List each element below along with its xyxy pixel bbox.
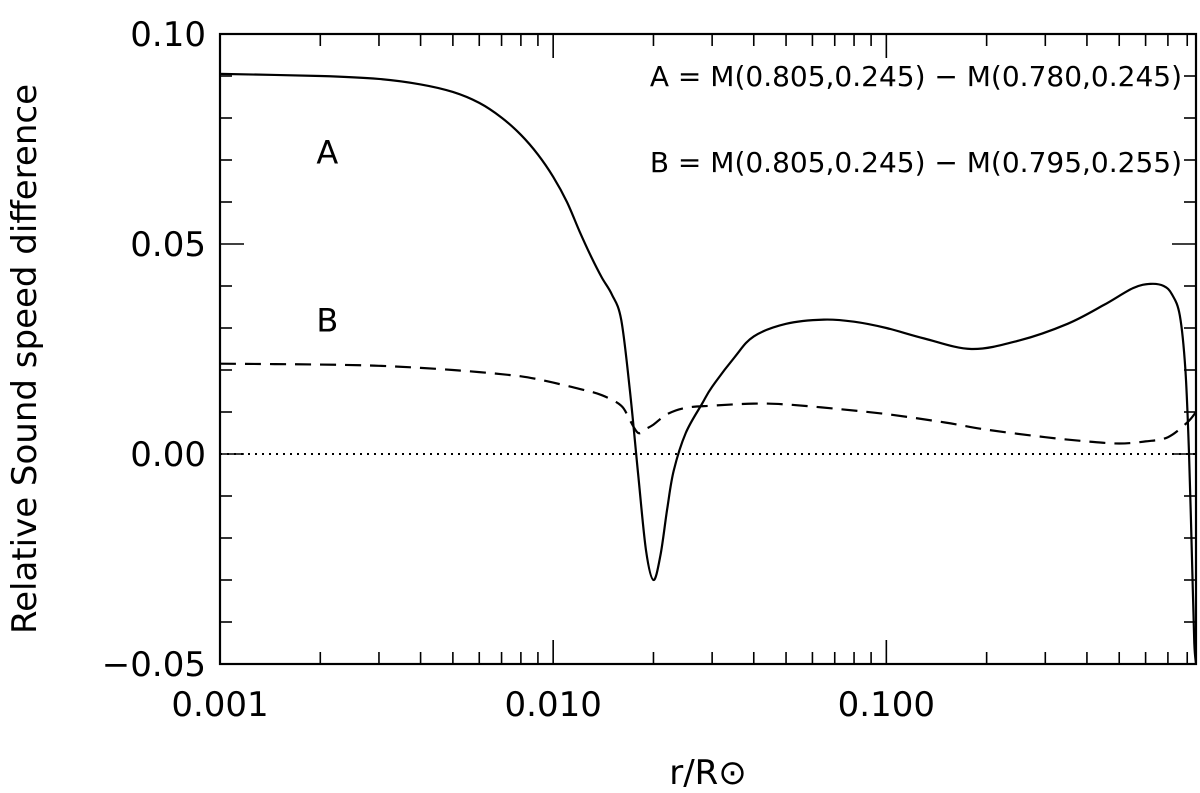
curve-label-a: A — [316, 134, 338, 172]
x-tick-label: 0.100 — [838, 685, 935, 725]
series-layer — [220, 72, 1196, 665]
series-a-line — [220, 72, 1196, 665]
y-axis-label: Relative Sound speed difference — [5, 84, 45, 634]
x-tick-label: 0.010 — [505, 685, 602, 725]
axis-ticks — [219, 33, 1196, 665]
x-axis-label: r/R⊙ — [669, 753, 747, 793]
y-tick-label: 0.00 — [130, 435, 206, 475]
legend-entry-b: B = M(0.805,0.245) − M(0.795,0.255) — [650, 146, 1182, 179]
curve-label-b: B — [316, 302, 338, 340]
legend-entry-a: A = M(0.805,0.245) − M(0.780,0.245) — [650, 60, 1182, 93]
axis-tick-labels: −0.05 0.00 0.05 0.10 0.001 0.010 0.100 — [102, 15, 935, 725]
series-b-line — [220, 362, 1196, 445]
y-tick-label: −0.05 — [102, 645, 206, 685]
x-tick-label: 0.001 — [171, 685, 268, 725]
y-tick-label: 0.10 — [130, 15, 206, 55]
y-tick-label: 0.05 — [130, 225, 206, 265]
plot-frame — [218, 32, 1198, 666]
